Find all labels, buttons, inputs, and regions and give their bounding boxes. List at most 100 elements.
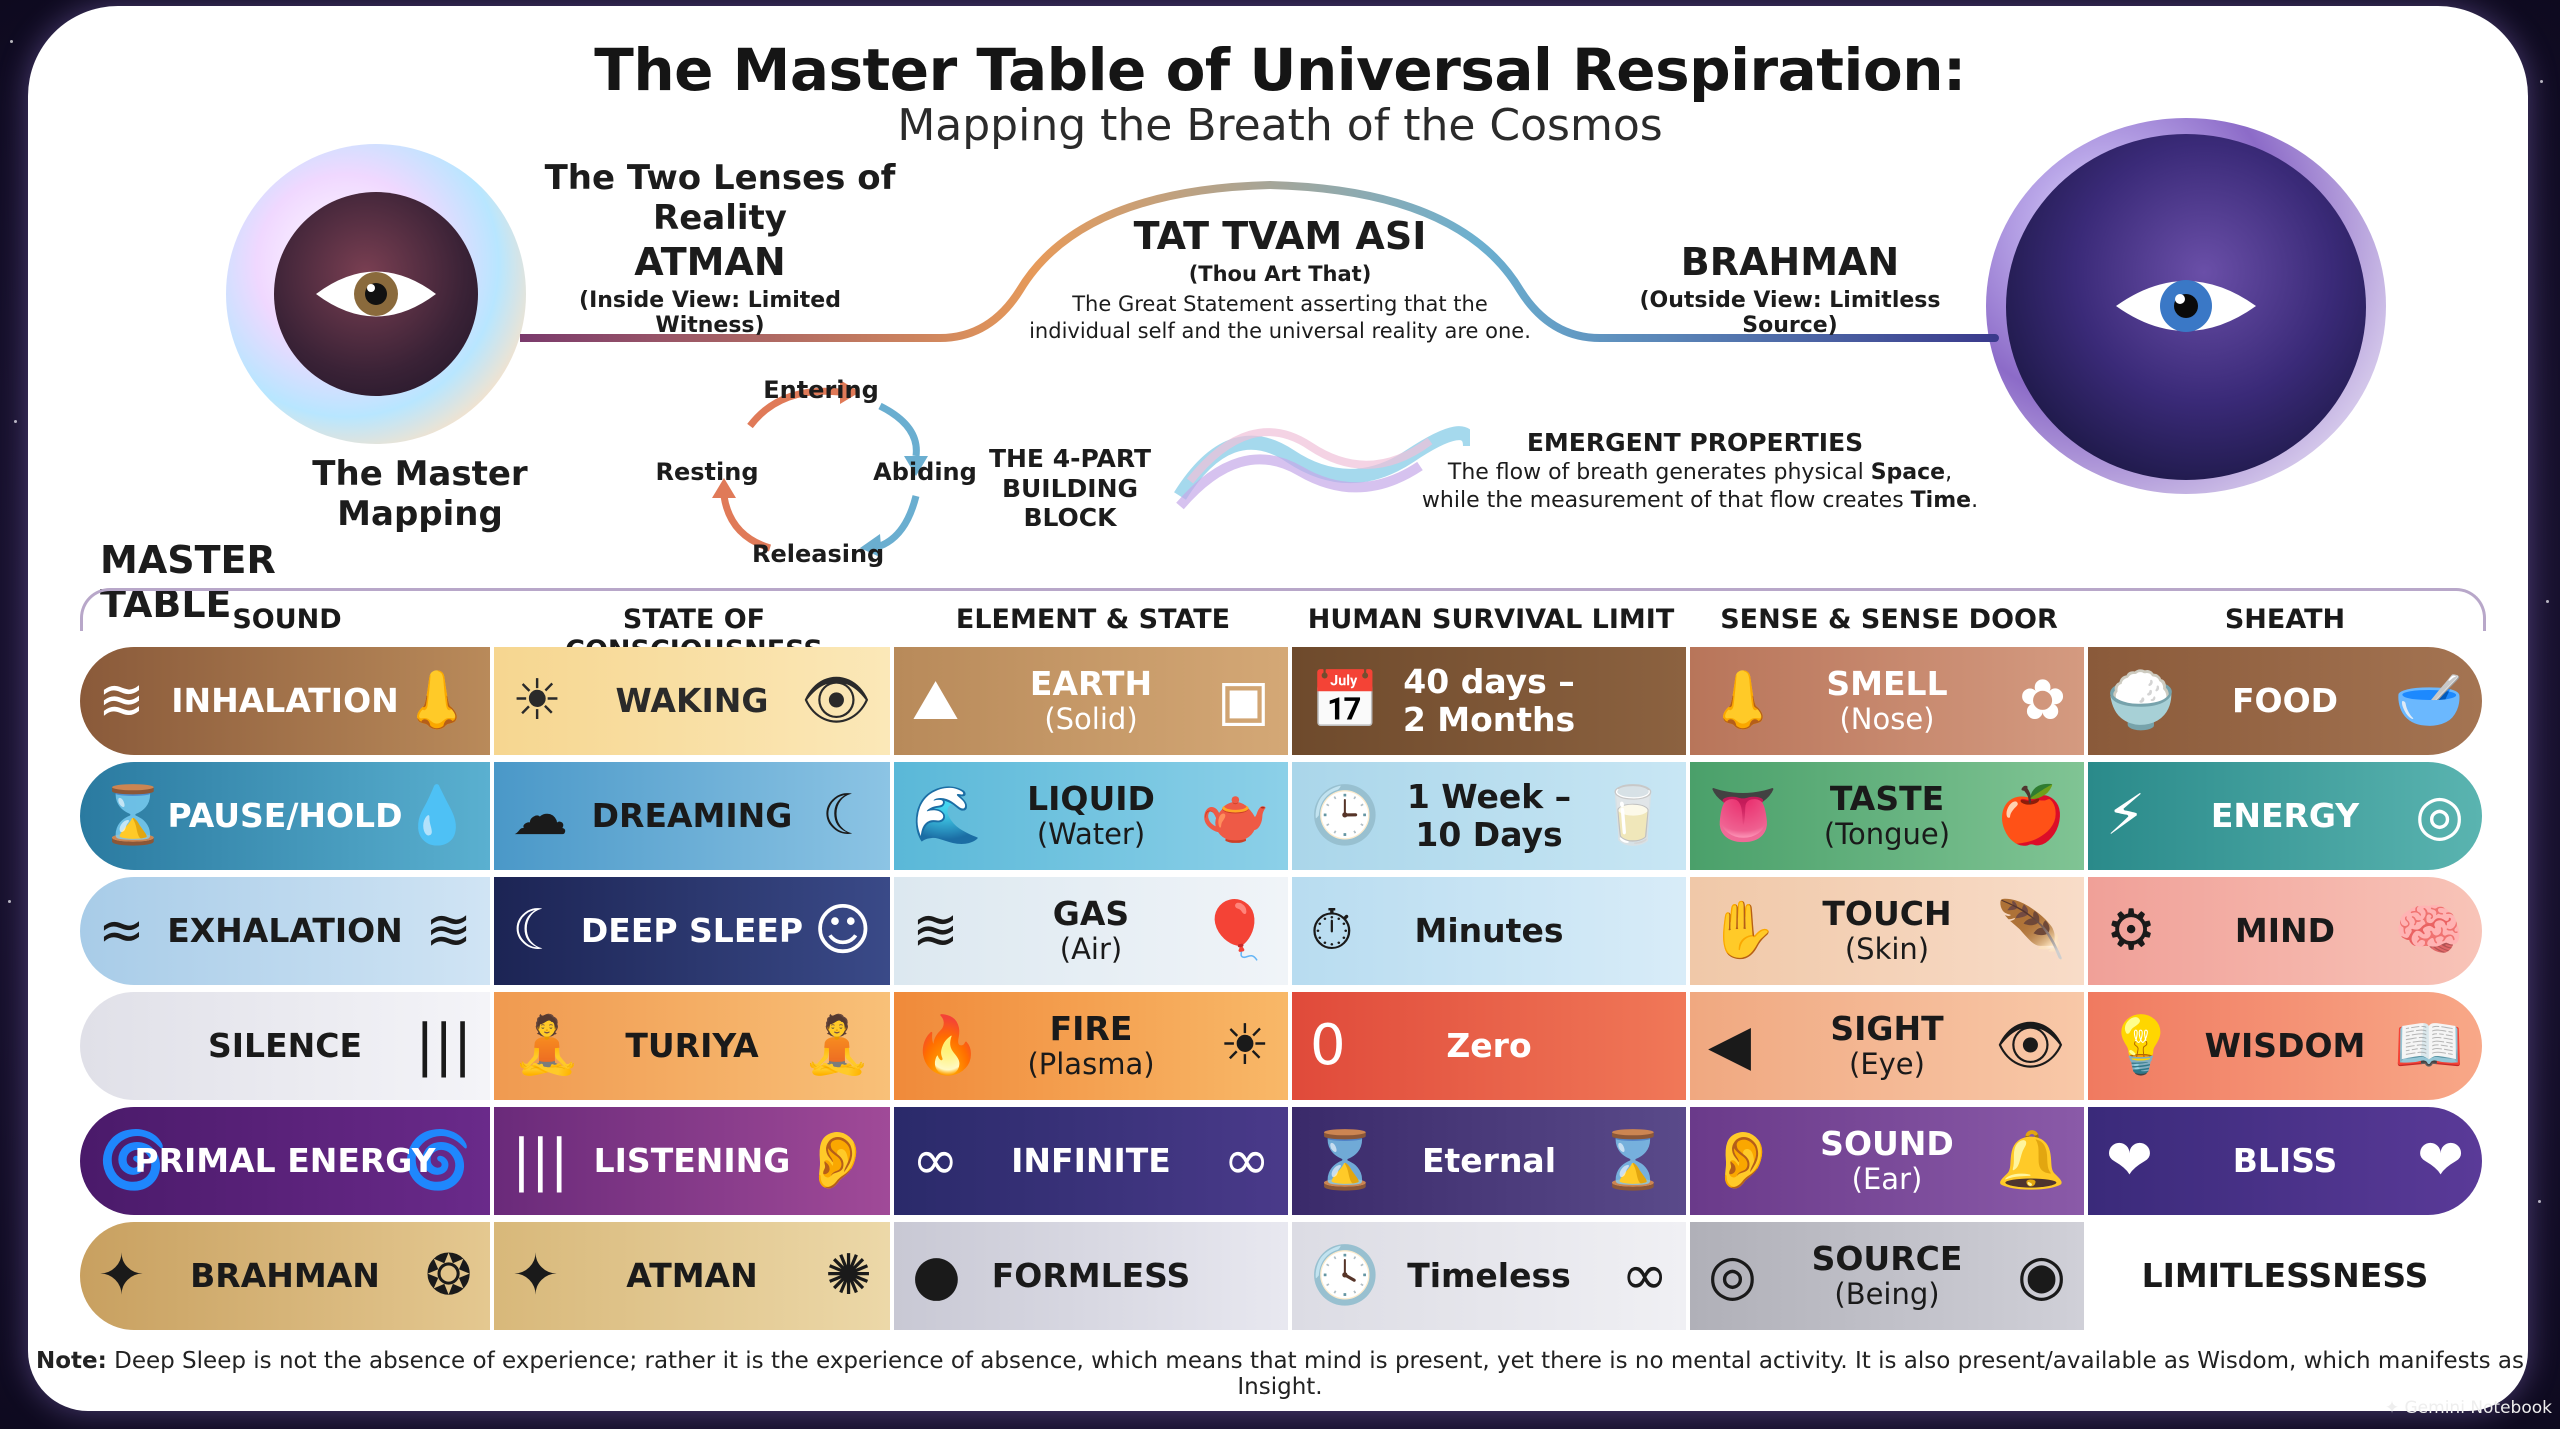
emergent-line-1a: The flow of breath generates physical	[1447, 460, 1871, 485]
table-cell-text: ATMAN	[626, 1256, 758, 1296]
table-cell-text: 40 days –2 Months	[1402, 662, 1576, 739]
consciousness-1-right-icon: 👁	[800, 668, 872, 733]
table-cell-text: SMELL (Nose)	[1826, 664, 1948, 737]
sense-1-left-icon: 👃	[1708, 668, 1778, 733]
consciousness-5-right-icon: 👂	[802, 1128, 872, 1193]
building-block-line1: THE 4-PART	[988, 444, 1152, 473]
sheath-2-left-icon: ⚡	[2106, 783, 2146, 848]
table-cell-text: INHALATION	[171, 681, 399, 721]
table-cell-consciousness-4: 🧘 🧘 TURIYA	[494, 992, 890, 1100]
atman-label: ATMAN	[634, 240, 786, 284]
header-element: ELEMENT & STATE	[955, 604, 1231, 635]
cycle-resting: Resting	[655, 458, 759, 486]
atman-orb	[226, 144, 526, 444]
sense-3-right-icon: 🪶	[1996, 898, 2066, 963]
element-2-left-icon: 🌊	[912, 783, 982, 848]
table-cell-text: Zero	[1446, 1026, 1532, 1066]
table-cell-text: BLISS	[2232, 1141, 2338, 1181]
element-3-right-icon: 🎈	[1200, 898, 1270, 963]
sheath-3-right-icon: 🧠	[2394, 898, 2464, 963]
emergent-line-2c: .	[1971, 488, 1979, 513]
sense-2-right-icon: 🍎	[1996, 783, 2066, 848]
table-cell-sheath-1: 🍚 🥣 FOOD	[2088, 647, 2482, 755]
table-cell-text: Minutes	[1414, 911, 1564, 951]
sense-6-left-icon: ◎	[1708, 1243, 1757, 1308]
sheath-4-right-icon: 📖	[2394, 1013, 2464, 1078]
table-cell-sheath-4: 💡 📖 WISDOM	[2088, 992, 2482, 1100]
sound-2-right-icon: 💧	[402, 783, 472, 848]
emergent-line-1: The flow of breath generates physical Sp…	[1400, 460, 2000, 485]
brahman-desc: (Outside View: Limitless Source)	[1639, 288, 1941, 338]
table-cell-sheath-6: LIMITLESSNESS	[2088, 1222, 2482, 1330]
table-cell-consciousness-3: ☾ ☺ DEEP SLEEP	[494, 877, 890, 985]
cycle-abiding: Abiding	[873, 458, 977, 486]
element-2-right-icon: 🫖	[1200, 783, 1270, 848]
note-text: Deep Sleep is not the absence of experie…	[106, 1348, 2524, 1400]
sense-2-left-icon: 👅	[1708, 783, 1778, 848]
tat-desc-1: The Great Statement asserting that the	[1072, 292, 1488, 316]
table-cell-element-5: ∞ ∞ INFINITE	[894, 1107, 1288, 1215]
consciousness-3-right-icon: ☺	[813, 898, 872, 963]
cycle-entering: Entering	[763, 376, 879, 404]
consciousness-2-left-icon: ☁	[512, 783, 568, 848]
element-6-left-icon: ●	[912, 1243, 961, 1308]
footnote: Note: Deep Sleep is not the absence of e…	[0, 1348, 2560, 1400]
table-cell-survival-5: ⌛ ⌛ Eternal	[1292, 1107, 1686, 1215]
header-survival: HUMAN SURVIVAL LIMIT	[1307, 604, 1675, 635]
sheath-4-left-icon: 💡	[2106, 1013, 2176, 1078]
element-5-right-icon: ∞	[1223, 1128, 1270, 1193]
sense-4-left-icon: ◀	[1708, 1013, 1752, 1078]
table-cell-sound-4: ||| SILENCE	[80, 992, 490, 1100]
element-5-left-icon: ∞	[912, 1128, 959, 1193]
emergent-line-1c: ,	[1945, 460, 1953, 485]
sound-6-right-icon: ❂	[425, 1243, 472, 1308]
consciousness-4-left-icon: 🧘	[512, 1013, 582, 1078]
header-sound: SOUND	[232, 604, 342, 635]
table-cell-text: PAUSE/HOLD	[167, 796, 403, 836]
sense-5-right-icon: 🔔	[1996, 1128, 2066, 1193]
cycle-arrows-icon	[712, 380, 928, 558]
table-cell-element-2: 🌊 🫖 LIQUID (Water)	[894, 762, 1288, 870]
table-cell-text: EXHALATION	[167, 911, 403, 951]
survival-2-right-icon: 🥛	[1598, 783, 1668, 848]
table-cell-text: DREAMING	[591, 796, 793, 836]
element-1-left-icon: ⛰	[912, 668, 960, 733]
sheath-1-right-icon: 🥣	[2394, 668, 2464, 733]
table-cell-text: MIND	[2234, 911, 2336, 951]
table-cell-sheath-2: ⚡ ◎ ENERGY	[2088, 762, 2482, 870]
table-cell-element-3: ≋ 🎈 GAS (Air)	[894, 877, 1288, 985]
table-cell-text: GAS (Air)	[1052, 894, 1130, 967]
table-cell-text: WISDOM	[2204, 1026, 2366, 1066]
emergent-line-2: while the measurement of that flow creat…	[1400, 488, 2000, 513]
consciousness-6-right-icon: ✺	[825, 1243, 872, 1308]
sound-5-right-icon: 🌀	[402, 1128, 472, 1193]
table-cell-text: FORMLESS	[991, 1256, 1191, 1296]
sense-5-left-icon: 👂	[1708, 1128, 1778, 1193]
sheath-5-right-icon: ❤	[2417, 1128, 2464, 1193]
consciousness-5-left-icon: |||	[512, 1128, 569, 1193]
header-consciousness: STATE OF CONSCIOUSNESS	[565, 604, 823, 666]
survival-6-right-icon: ∞	[1621, 1243, 1668, 1308]
sense-1-right-icon: ✿	[2019, 668, 2066, 733]
consciousness-3-left-icon: ☾	[512, 898, 563, 963]
survival-6-left-icon: 🕓	[1310, 1243, 1380, 1308]
master-table-label: MASTER TABLE	[100, 538, 276, 626]
eye-icon	[316, 271, 436, 317]
table-cell-survival-2: 🕒 🥛 1 Week –10 Days	[1292, 762, 1686, 870]
cycle-releasing: Releasing	[752, 540, 885, 568]
sheath-2-right-icon: ◎	[2415, 783, 2464, 848]
table-cell-consciousness-6: ✦ ✺ ATMAN	[494, 1222, 890, 1330]
table-cell-sense-2: 👅 🍎 TASTE (Tongue)	[1690, 762, 2084, 870]
table-cell-text: BRAHMAN	[190, 1256, 380, 1296]
element-3-left-icon: ≋	[912, 898, 959, 963]
table-cell-survival-4: 0 Zero	[1292, 992, 1686, 1100]
table-cell-sheath-5: ❤ ❤ BLISS	[2088, 1107, 2482, 1215]
emergent-title: EMERGENT PROPERTIES	[1526, 428, 1864, 457]
survival-3-left-icon: ⏱	[1310, 898, 1354, 963]
sound-4-right-icon: |||	[415, 1013, 472, 1078]
brahman-orb	[1986, 118, 2386, 494]
master-mapping-heading: The Master Mapping	[312, 454, 528, 534]
table-cell-consciousness-5: ||| 👂 LISTENING	[494, 1107, 890, 1215]
table-cell-text: TOUCH (Skin)	[1822, 894, 1952, 967]
table-cell-text: 1 Week –10 Days	[1406, 777, 1572, 854]
